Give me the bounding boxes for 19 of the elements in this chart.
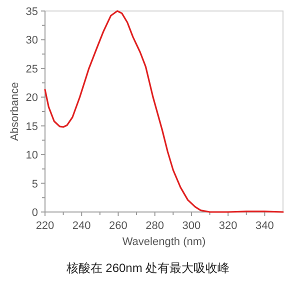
y-tick-label: 0 xyxy=(32,207,38,219)
x-axis-title: Wavelength (nm) xyxy=(122,236,206,248)
y-axis-title: Absorbance xyxy=(9,82,21,141)
y-tick-label: 15 xyxy=(26,120,38,133)
x-tick-label: 340 xyxy=(256,220,274,232)
y-tick-label: 35 xyxy=(26,6,38,18)
y-tick-label: 30 xyxy=(26,34,38,47)
y-tick-label: 5 xyxy=(32,178,38,190)
y-tick-label: 10 xyxy=(26,150,38,162)
y-tick-label: 20 xyxy=(26,92,38,104)
x-tick-label: 320 xyxy=(218,220,238,232)
text: 核酸在 260nm 处有最大吸收峰 xyxy=(65,261,230,275)
x-tick-label: 260 xyxy=(109,220,128,232)
x-tick-label: 240 xyxy=(72,220,91,232)
x-tick-label: 280 xyxy=(146,220,164,232)
x-tick-label: 220 xyxy=(36,220,54,232)
line-series xyxy=(44,10,284,213)
y-tick-label: 25 xyxy=(26,63,38,76)
x-tick-label: 300 xyxy=(182,220,201,232)
